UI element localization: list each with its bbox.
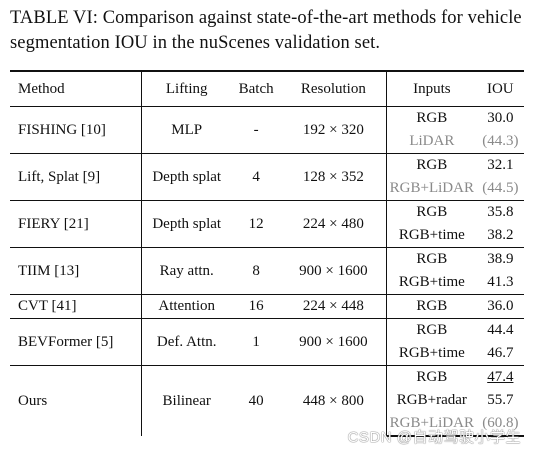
table-row: CVT [41] Attention 16 224 × 448 RGB 36.0 [10,294,524,319]
table-header-row: Method Lifting Batch Resolution Inputs I… [10,70,524,107]
header-lifting: Lifting [141,70,232,107]
iou-cell: 44.4 [476,318,524,342]
resolution-cell: 900 × 1600 [280,318,388,366]
batch-cell: 16 [231,294,281,319]
inputs-cell: RGB [386,106,477,130]
table-row: RGB+time 41.3 [10,271,524,295]
iou-cell: 55.7 [487,392,514,408]
inputs-cell: RGB [386,247,477,271]
iou-cell: 41.3 [487,274,514,290]
batch-cell: 1 [231,318,281,366]
lifting-cell: Depth splat [141,153,232,201]
resolution-cell: 224 × 480 [280,200,388,248]
inputs-cell: RGB [386,318,477,342]
inputs-cell: RGB+time [398,345,465,361]
table-row: Lift, Splat [9] Depth splat 4 128 × 352 … [10,153,524,201]
method-cell: Ours [10,365,142,436]
table-row: RGB+radar 55.7 [10,389,524,412]
table-row: RGB+LiDAR (44.5) [10,177,524,201]
method-cell: FIERY [21] [10,200,142,248]
resolution-cell: 224 × 448 [280,294,388,319]
inputs-cell: RGB+LiDAR [389,180,474,196]
method-cell: Lift, Splat [9] [10,153,142,201]
iou-cell: 47.4 [476,365,524,389]
method-cell: BEVFormer [5] [10,318,142,366]
inputs-cell: RGB+LiDAR [386,412,477,437]
header-inputs: Inputs [386,70,477,107]
lifting-cell: Ray attn. [141,247,232,295]
table-row: RGB+LiDAR (60.8) [10,412,524,437]
lifting-cell: Depth splat [141,200,232,248]
table-row: BEVFormer [5] Def. Attn. 1 900 × 1600 RG… [10,318,524,366]
results-table: Method Lifting Batch Resolution Inputs I… [10,70,524,437]
method-cell: TIIM [13] [10,247,142,295]
lifting-cell: MLP [141,106,232,154]
table-row: FIERY [21] Depth splat 12 224 × 480 RGB … [10,200,524,248]
lifting-cell: Def. Attn. [141,318,232,366]
iou-cell: 38.2 [487,227,514,243]
inputs-cell: RGB+time [398,274,465,290]
lifting-cell: Attention [141,294,232,319]
method-cell: CVT [41] [10,294,142,319]
table-row: LiDAR (44.3) [10,130,524,154]
iou-cell: 35.8 [476,200,524,224]
batch-cell: - [231,106,281,154]
header-resolution: Resolution [280,70,388,107]
resolution-cell: 448 × 800 [280,365,388,436]
table-row: TIIM [13] Ray attn. 8 900 × 1600 RGB 38.… [10,247,524,295]
iou-cell: 38.9 [476,247,524,271]
inputs-cell: RGB [386,294,477,319]
iou-cell: (44.5) [482,180,519,196]
iou-cell: (44.3) [482,133,519,149]
resolution-cell: 900 × 1600 [280,247,388,295]
batch-cell: 8 [231,247,281,295]
table-row: RGB+time 38.2 [10,224,524,248]
inputs-cell: RGB [386,153,477,177]
table-row: Ours Bilinear 40 448 × 800 RGB 47.4 [10,365,524,436]
table-row: FISHING [10] MLP - 192 × 320 RGB 30.0 [10,106,524,154]
header-iou: IOU [476,70,524,107]
iou-cell: 36.0 [476,294,524,319]
inputs-cell: LiDAR [409,133,455,149]
batch-cell: 12 [231,200,281,248]
resolution-cell: 128 × 352 [280,153,388,201]
header-method: Method [10,70,142,107]
iou-cell: 30.0 [476,106,524,130]
resolution-cell: 192 × 320 [280,106,388,154]
iou-cell: 32.1 [476,153,524,177]
inputs-cell: RGB+radar [396,392,467,408]
lifting-cell: Bilinear [141,365,232,436]
table-row: RGB+time 46.7 [10,342,524,366]
iou-cell: 46.7 [487,345,514,361]
method-cell: FISHING [10] [10,106,142,154]
iou-cell: (60.8) [476,412,524,437]
batch-cell: 4 [231,153,281,201]
batch-cell: 40 [231,365,281,436]
table-caption: TABLE VI: Comparison against state-of-th… [10,8,522,53]
header-batch: Batch [231,70,281,107]
inputs-cell: RGB [386,365,477,389]
inputs-cell: RGB [386,200,477,224]
inputs-cell: RGB+time [398,227,465,243]
watermark: CSDN @自动驾驶小学生 [347,429,521,446]
